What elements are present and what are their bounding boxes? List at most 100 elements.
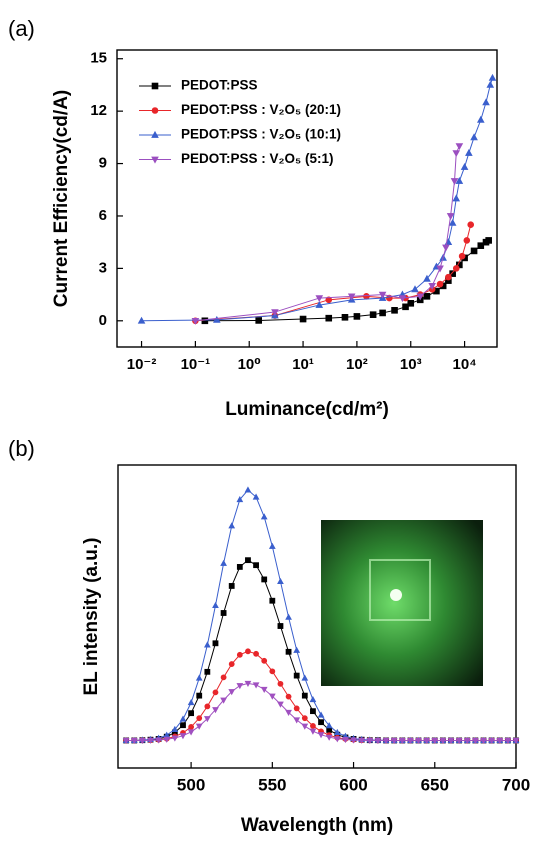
- data-point: [285, 709, 292, 717]
- y-tick-label: 6: [99, 207, 107, 224]
- data-point: [293, 705, 300, 712]
- data-point: [253, 650, 259, 657]
- data-point: [253, 562, 259, 569]
- data-point: [366, 737, 374, 745]
- data-point: [155, 737, 162, 744]
- data-point: [374, 737, 382, 745]
- data-point: [333, 728, 341, 735]
- data-point: [310, 708, 316, 715]
- data-point: [212, 640, 219, 647]
- data-point: [196, 715, 203, 722]
- data-point: [423, 274, 431, 282]
- data-point: [269, 668, 276, 675]
- data-point: [463, 737, 471, 745]
- x-tick-label: 650: [421, 775, 449, 794]
- x-tick-label: 10⁴: [453, 356, 477, 373]
- data-point: [442, 244, 450, 252]
- series-line: [195, 145, 460, 322]
- data-point: [463, 237, 471, 244]
- data-point: [325, 296, 333, 304]
- data-point: [236, 564, 243, 570]
- data-point: [220, 697, 227, 704]
- data-point: [137, 316, 146, 324]
- data-point: [236, 651, 243, 658]
- legend-marker: [151, 130, 159, 138]
- data-point: [220, 610, 227, 616]
- data-point: [402, 303, 409, 311]
- data-point: [398, 737, 406, 745]
- data-point: [315, 300, 324, 308]
- data-point: [488, 73, 497, 81]
- data-point: [228, 689, 236, 696]
- legend-marker: [151, 107, 159, 114]
- data-point: [310, 723, 316, 729]
- data-point: [452, 194, 461, 202]
- data-point: [423, 737, 431, 745]
- data-point: [445, 273, 452, 281]
- data-point: [171, 725, 179, 732]
- data-point: [477, 242, 485, 249]
- x-tick-label: 10²: [346, 356, 368, 373]
- data-point: [220, 674, 227, 681]
- data-point: [204, 703, 211, 710]
- y-tick-label: 15: [90, 50, 107, 67]
- data-point: [252, 682, 260, 689]
- series-line: [195, 224, 472, 322]
- data-point: [382, 737, 390, 745]
- data-point: [179, 715, 187, 722]
- data-point: [391, 307, 398, 314]
- data-point: [220, 559, 227, 566]
- data-point: [180, 722, 186, 729]
- data-point: [318, 719, 324, 726]
- data-point: [293, 717, 301, 724]
- data-point: [301, 715, 308, 722]
- legend-label: PEDOT:PSS : V₂O₅ (10:1): [181, 127, 341, 142]
- inset-device: [369, 559, 431, 621]
- data-point: [482, 98, 490, 106]
- data-point: [293, 646, 301, 653]
- data-point: [407, 300, 415, 307]
- data-point: [470, 247, 478, 255]
- data-point: [411, 285, 419, 293]
- inset-light: [390, 589, 402, 601]
- data-point: [179, 733, 187, 740]
- x-tick-label: 10⁰: [238, 356, 261, 373]
- legend-marker: [151, 156, 159, 164]
- data-point: [299, 315, 307, 323]
- x-tick-label: 600: [339, 775, 367, 794]
- data-point: [455, 143, 464, 151]
- data-point: [407, 737, 414, 745]
- data-point: [398, 295, 407, 303]
- data-point: [188, 724, 195, 730]
- data-point: [277, 623, 284, 629]
- data-point: [271, 309, 279, 317]
- data-point: [447, 737, 455, 745]
- data-point: [212, 707, 219, 714]
- data-point: [277, 701, 284, 708]
- data-point: [436, 280, 444, 288]
- data-point: [187, 729, 195, 736]
- data-point: [244, 486, 252, 493]
- data-point: [261, 576, 268, 583]
- data-point: [390, 737, 398, 745]
- data-point: [496, 737, 504, 745]
- data-point: [431, 737, 439, 745]
- y-tick-label: 3: [99, 259, 107, 276]
- data-point: [369, 311, 377, 318]
- data-point: [379, 309, 386, 317]
- data-point: [449, 270, 456, 277]
- data-point: [485, 237, 492, 244]
- x-tick-label: 500: [177, 775, 205, 794]
- data-point: [342, 736, 349, 744]
- data-point: [285, 693, 292, 700]
- data-point: [260, 686, 268, 693]
- data-point: [446, 213, 455, 221]
- data-point: [423, 293, 431, 300]
- data-point: [195, 674, 203, 681]
- legend-marker: [151, 82, 159, 90]
- data-point: [163, 736, 171, 743]
- data-point: [236, 495, 244, 503]
- data-point: [268, 693, 276, 700]
- data-point: [309, 696, 317, 703]
- data-point: [512, 737, 520, 745]
